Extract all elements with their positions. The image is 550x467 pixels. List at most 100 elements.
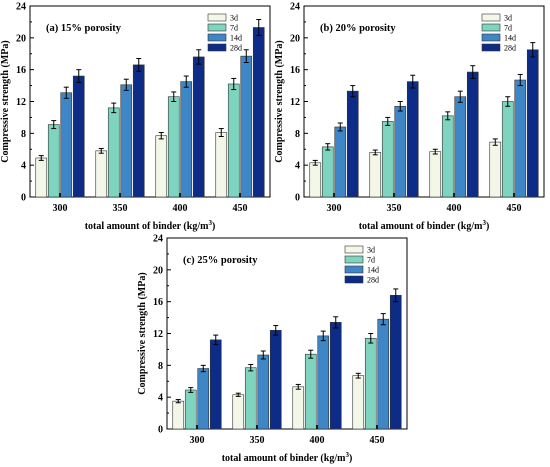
bar (155, 135, 168, 198)
bar (501, 101, 514, 198)
bar (329, 322, 342, 430)
bar (394, 105, 407, 198)
legend-swatch (207, 13, 227, 22)
x-axis-title-sup: 3 (345, 451, 349, 459)
x-axis-title-main: total amount of binder (kg/m (359, 221, 483, 232)
y-tick-label: 12 (16, 97, 26, 108)
legend-swatch (344, 255, 364, 264)
bar (292, 386, 305, 430)
legend-label: 14d (504, 34, 516, 43)
bar (72, 75, 85, 198)
bar (346, 90, 359, 198)
legend-label: 28d (230, 44, 242, 53)
x-axis-title: total amount of binder (kg/m3) (85, 219, 216, 232)
panel-title: (b) 20% porosity (320, 23, 396, 34)
x-tick-label: 350 (113, 203, 128, 214)
bar (197, 368, 210, 430)
bar (209, 339, 222, 430)
y-tick-label: 16 (290, 65, 300, 76)
bar (466, 71, 479, 198)
x-tick-label: 350 (387, 203, 402, 214)
x-tick-label: 400 (173, 203, 188, 214)
bar (429, 151, 442, 198)
bar (526, 49, 539, 198)
bar (309, 162, 322, 198)
y-tick-label: 4 (295, 161, 300, 172)
legend-label: 3d (230, 14, 238, 23)
bar (257, 354, 270, 430)
legend-label: 28d (367, 276, 379, 285)
legend-swatch (207, 43, 227, 52)
x-axis-title-tail: ) (349, 453, 352, 464)
y-tick-label: 20 (16, 33, 26, 44)
y-tick-label: 24 (153, 234, 163, 245)
x-axis-title: total amount of binder (kg/m3) (359, 219, 490, 232)
x-tick-label: 450 (233, 203, 248, 214)
legend-label: 7d (230, 24, 238, 33)
x-tick-label: 300 (327, 203, 342, 214)
chart-panel-1: 0 4 8 12 16 20 24 300 350 400 450 (a) 15% porosity 3… (0, 2, 271, 232)
legend-swatch (207, 33, 227, 42)
legend-label: 28d (504, 44, 516, 53)
x-axis-title-main: total amount of binder (kg/m (85, 221, 209, 232)
bar (377, 318, 390, 430)
legend-label: 3d (504, 14, 512, 23)
x-axis-title-tail: ) (486, 221, 489, 232)
panel-title: (a) 15% porosity (46, 23, 122, 34)
y-tick-label: 0 (158, 425, 163, 436)
bar (184, 389, 197, 430)
x-tick-label: 400 (310, 435, 325, 446)
y-axis-title: Compressive strength (MPa) (137, 272, 148, 394)
legend-label: 3d (367, 246, 375, 255)
legend-label: 14d (367, 266, 379, 275)
bar (381, 121, 394, 198)
y-tick-label: 4 (158, 393, 163, 404)
bar (35, 157, 48, 198)
bar (227, 83, 240, 198)
bar (192, 56, 205, 198)
y-axis-title: Compressive strength (MPa) (0, 40, 11, 162)
x-tick-label: 300 (190, 435, 205, 446)
bar (132, 64, 145, 198)
y-tick-label: 20 (153, 265, 163, 276)
bar (107, 107, 120, 198)
y-axis-title: Compressive strength (MPa) (274, 40, 285, 162)
x-axis-title-sup: 3 (482, 219, 486, 227)
bar (441, 115, 454, 198)
legend-swatch (344, 275, 364, 284)
bar (489, 141, 502, 198)
y-tick-label: 12 (153, 329, 163, 340)
chart-panel-3: 0 4 8 12 16 20 24 300 350 400 450 (c) 25% porosity 3… (137, 234, 408, 464)
bar (514, 79, 527, 198)
legend-label: 7d (504, 24, 512, 33)
legend-label: 7d (367, 256, 375, 265)
bar (364, 337, 377, 430)
y-tick-label: 12 (290, 97, 300, 108)
bar (252, 27, 265, 198)
legend-swatch (481, 43, 501, 52)
legend-swatch (207, 23, 227, 32)
y-tick-label: 8 (158, 361, 163, 372)
y-tick-label: 20 (290, 33, 300, 44)
y-tick-label: 4 (21, 161, 26, 172)
legend-swatch (481, 23, 501, 32)
y-tick-label: 0 (21, 193, 26, 204)
legend-swatch (481, 13, 501, 22)
bar (60, 92, 73, 198)
bar (304, 353, 317, 430)
bar (95, 150, 108, 198)
bar (352, 375, 365, 430)
x-axis-title-main: total amount of binder (kg/m (222, 453, 346, 464)
legend-label: 14d (230, 34, 242, 43)
bar (180, 81, 193, 198)
bar (172, 400, 185, 430)
x-tick-label: 300 (53, 203, 68, 214)
y-tick-label: 24 (16, 2, 26, 13)
x-tick-label: 350 (250, 435, 265, 446)
x-axis-title-sup: 3 (208, 219, 212, 227)
bar (244, 367, 257, 430)
x-tick-label: 400 (447, 203, 462, 214)
bar (47, 124, 60, 198)
legend-swatch (481, 33, 501, 42)
chart-panel-2: 0 4 8 12 16 20 24 300 350 400 450 (b) 20% porosity 3… (274, 2, 545, 232)
